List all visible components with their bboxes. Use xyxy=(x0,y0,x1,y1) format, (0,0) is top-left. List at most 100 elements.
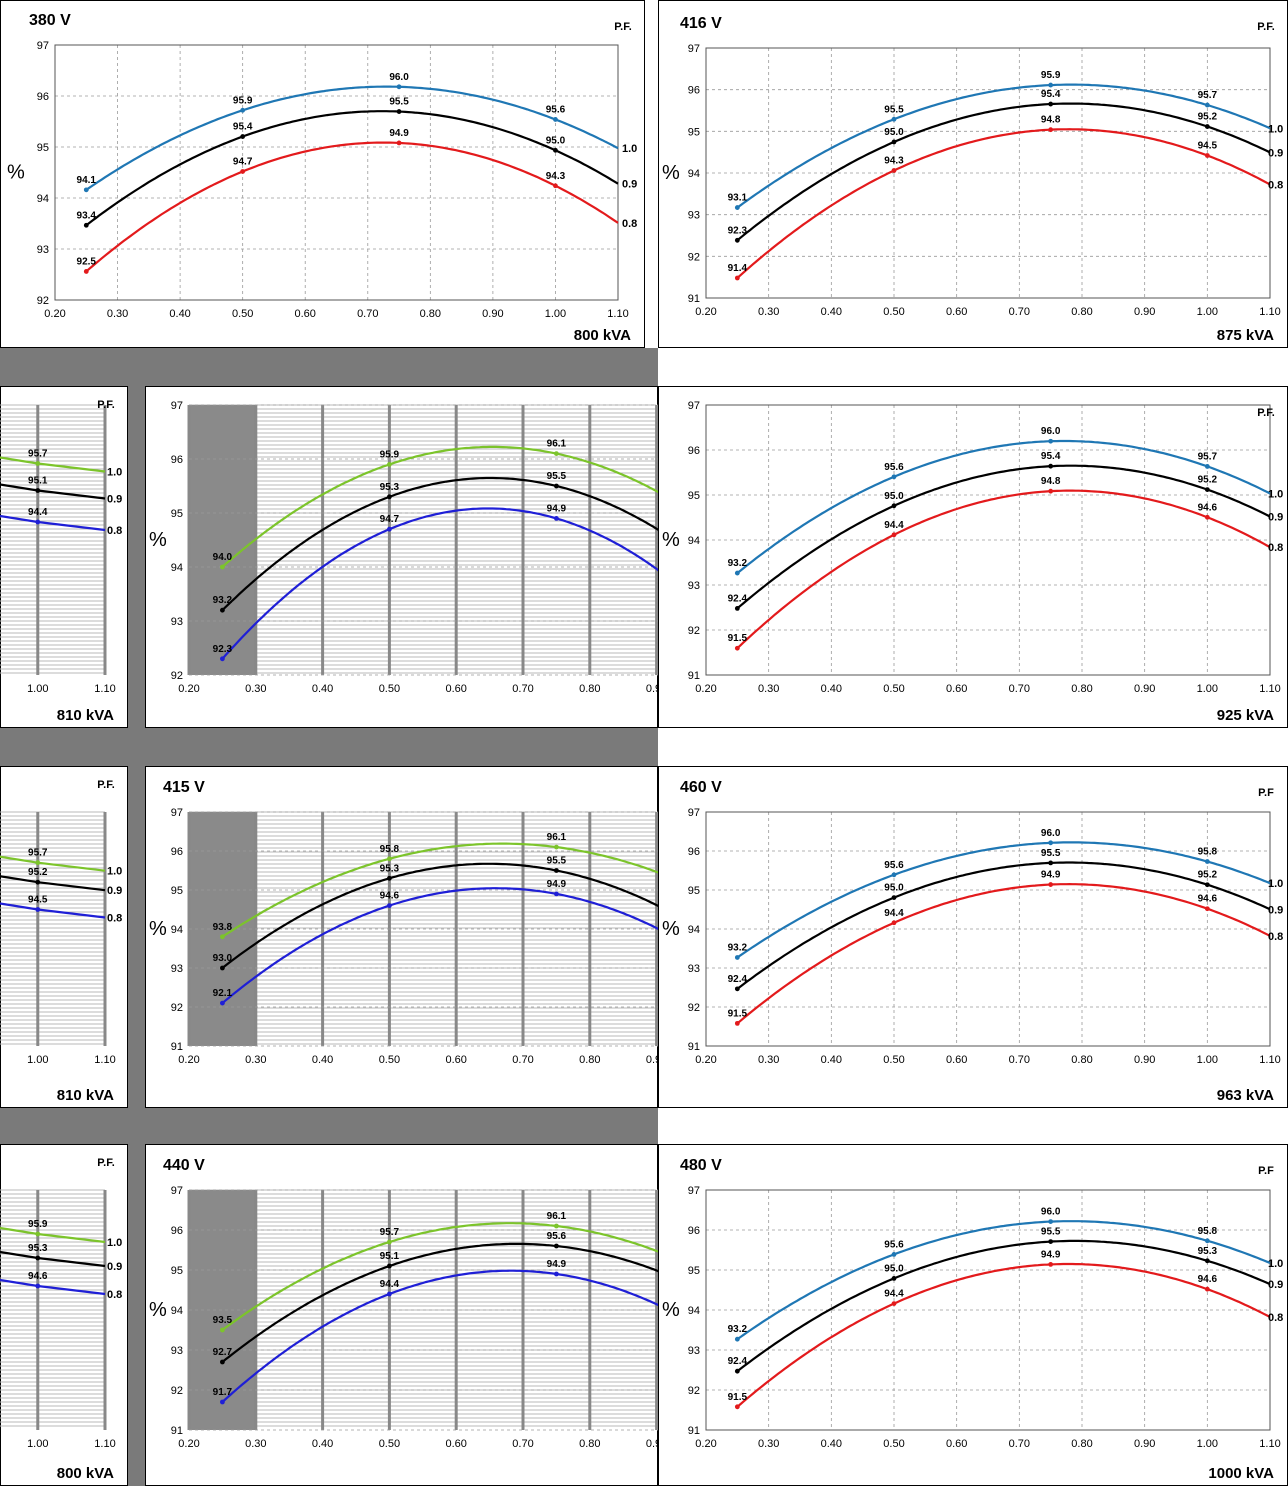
data-point xyxy=(1048,127,1054,133)
x-tick-label: 0.40 xyxy=(312,683,333,695)
series-end-label: 0.9 xyxy=(1268,1279,1283,1291)
x-tick-label: 1.10 xyxy=(1259,683,1280,695)
y-tick-label: 92 xyxy=(688,1385,700,1397)
data-label: 92.5 xyxy=(77,256,97,267)
data-label: 95.1 xyxy=(28,476,48,487)
grid xyxy=(187,1189,658,1431)
legend-title: P.F. xyxy=(97,779,115,791)
data-label: 93.8 xyxy=(213,922,233,933)
data-point xyxy=(35,1255,41,1261)
data-label: 94.4 xyxy=(884,908,904,919)
x-tick-label: 0.30 xyxy=(107,308,128,320)
data-point xyxy=(891,920,897,926)
data-point xyxy=(1204,1238,1210,1244)
data-point xyxy=(734,986,740,992)
data-point xyxy=(553,147,558,153)
data-point xyxy=(1204,487,1210,492)
y-tick-label: 95 xyxy=(688,490,700,502)
x-tick-label: 0.40 xyxy=(312,1438,333,1450)
series-end-label: 0.9 xyxy=(107,494,122,506)
legend-title: P.F xyxy=(1258,787,1274,799)
plot-border xyxy=(54,44,619,301)
data-label: 95.6 xyxy=(884,860,904,871)
y-axis-label: % xyxy=(149,918,167,940)
legend-title: P.F. xyxy=(97,399,115,411)
chart-svg: 0.20 0.30 0.40 0.50 0.60 0.70 0.80 0.90 1.00 1.10… xyxy=(658,1144,1288,1486)
x-tick-label: 0.50 xyxy=(883,1438,904,1450)
series-0.9: 92.7 95.1 95.6 xyxy=(213,1231,658,1365)
data-label: 91.7 xyxy=(213,1387,233,1398)
series-end-label: 0.8 xyxy=(1268,1312,1283,1324)
data-point xyxy=(35,1283,41,1289)
data-point xyxy=(240,107,246,113)
series-1.0: 1.0 93.1 95.5 95.9 95.7 xyxy=(728,70,1283,210)
data-point xyxy=(1204,514,1210,520)
data-label: 96.1 xyxy=(547,832,567,843)
y-tick-label: 91 xyxy=(688,293,700,305)
x-tick-label: 0.20 xyxy=(178,683,199,695)
stripe-pattern xyxy=(0,811,105,1045)
data-point xyxy=(387,1263,392,1269)
chart-svg: 1.00 1.10 P.F. 810 kVA 1.0 95.7 0.9 95.2 0.8 94.5 xyxy=(0,766,128,1108)
data-label: 91.4 xyxy=(728,263,748,274)
panel-frame xyxy=(0,0,645,348)
data-label: 91.5 xyxy=(728,1008,748,1019)
series-0.8: 0.8 91.5 94.4 94.8 94.6 xyxy=(728,476,1283,651)
data-point xyxy=(554,516,559,521)
data-label: 92.1 xyxy=(213,988,233,999)
series-0.8: 92.3 94.7 94.9 xyxy=(213,503,658,662)
series-line xyxy=(736,102,1271,242)
data-point xyxy=(220,934,225,940)
data-point xyxy=(35,519,41,525)
data-label: 92.4 xyxy=(728,974,748,985)
panel-frame xyxy=(658,0,1288,348)
y-tick-label: 94 xyxy=(171,562,183,574)
y-tick-label: 97 xyxy=(37,40,49,52)
data-point xyxy=(1204,124,1210,129)
data-label: 94.6 xyxy=(380,891,400,902)
series-line xyxy=(85,110,619,227)
chart-panel-810kva-b: 1.00 1.10 P.F. 810 kVA 1.0 95.7 0.9 95.2 0.8 94.5 xyxy=(0,766,128,1108)
y-tick-label: 94 xyxy=(688,924,700,936)
series-line xyxy=(736,128,1271,279)
x-tick-label: 0.80 xyxy=(579,1054,600,1066)
x-tick-label: 0.60 xyxy=(946,1054,967,1066)
y-tick-label: 91 xyxy=(171,1425,183,1437)
y-tick-label: 96 xyxy=(688,846,700,858)
series-line xyxy=(221,862,658,969)
series-end-label: 1.0 xyxy=(1268,123,1283,135)
x-tick-label: 0.70 xyxy=(1009,683,1030,695)
chart-panel-440v: 0.20 0.30 0.40 0.50 0.60 0.70 0.80 0.90 1.00 1.10… xyxy=(658,386,1288,728)
data-label: 94.4 xyxy=(380,1279,400,1290)
x-tick-label: 0.80 xyxy=(1071,306,1092,318)
x-tick-label: 1.00 xyxy=(545,308,566,320)
data-point xyxy=(1048,488,1054,494)
data-point xyxy=(220,1359,225,1365)
x-tick-label: 0.80 xyxy=(1071,1054,1092,1066)
stripe-pattern xyxy=(0,1189,105,1427)
series-0.9: 93.0 95.3 95.5 xyxy=(213,856,658,971)
data-point xyxy=(734,237,740,243)
series-line xyxy=(736,489,1271,650)
chart-title: 380 V xyxy=(29,12,71,29)
y-tick-label: 91 xyxy=(688,1425,700,1437)
legend-title: P.F. xyxy=(1257,21,1275,33)
y-tick-label: 95 xyxy=(171,885,183,897)
series-line xyxy=(221,1242,658,1363)
x-tick-label: 1.00 xyxy=(1197,1054,1218,1066)
chart-title: 440 V xyxy=(163,1157,205,1174)
data-point xyxy=(554,1271,559,1277)
chart-panel-460v: 0.20 0.30 0.40 0.50 0.60 0.70 0.80 0.90 1.00 1.10… xyxy=(658,766,1288,1108)
data-label: 95.9 xyxy=(1041,70,1061,81)
series-line xyxy=(221,887,658,1004)
chart-panel-400v: 0.20 0.30 0.40 0.50 0.60 0.70 0.80 0.90 92 93 94 95… xyxy=(145,386,658,728)
data-label: 94.0 xyxy=(213,552,233,563)
series-line xyxy=(221,476,658,611)
data-label: 94.4 xyxy=(28,507,48,518)
x-tick-label: 0.80 xyxy=(1071,1438,1092,1450)
series-end-label: 1.0 xyxy=(1268,878,1283,890)
data-point xyxy=(1048,438,1054,444)
x-tick-label: 0.30 xyxy=(245,1054,266,1066)
data-label: 95.7 xyxy=(1198,90,1218,101)
data-label: 95.9 xyxy=(233,95,253,106)
